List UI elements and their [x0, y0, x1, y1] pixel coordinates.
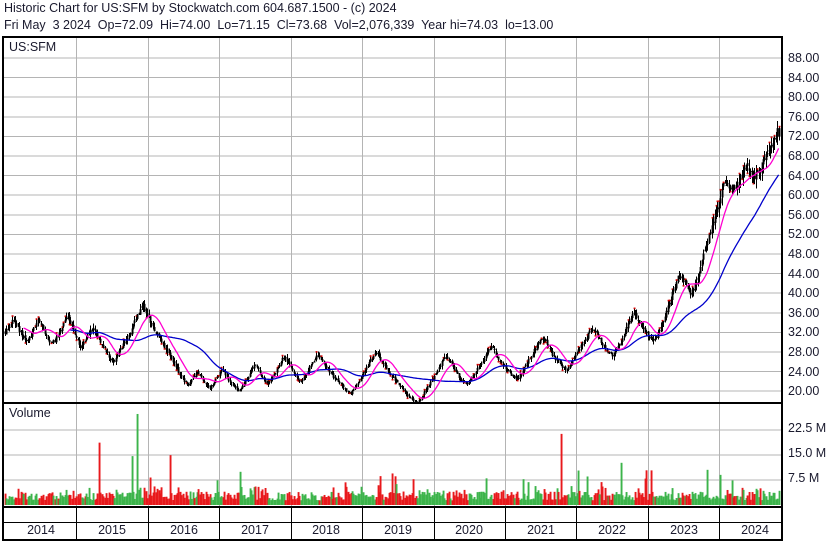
price-axis-tick: 88.00: [788, 51, 820, 65]
year-label: 2019: [384, 523, 412, 537]
ticker-label: US:SFM: [9, 40, 57, 54]
volume-axis-tick: 7.5 M: [788, 471, 820, 485]
year-label: 2023: [670, 523, 698, 537]
year-separator: [505, 508, 506, 539]
chart-title-line: Historic Chart for US:SFM by Stockwatch.…: [4, 1, 397, 15]
year-separator: [291, 508, 292, 539]
year-label: 2020: [455, 523, 483, 537]
price-axis-tick: 32.00: [788, 325, 820, 340]
year-separator: [362, 508, 363, 539]
price-axis-tick: 24.00: [788, 364, 820, 379]
price-axis-tick: 64.00: [788, 168, 820, 183]
price-axis-tick: 20.00: [788, 384, 820, 399]
volume-plot: [4, 404, 781, 506]
price-axis-tick: 68.00: [788, 149, 820, 163]
price-plot: [4, 38, 781, 402]
year-label: 2021: [527, 523, 555, 537]
volume-axis-tick: 15.0 M: [788, 446, 827, 460]
year-separator: [648, 508, 649, 539]
year-separator: [148, 508, 149, 539]
year-axis-inner: 2014 2015 2016 2017 2018 2019 2020 2021 2022 2023…: [4, 508, 781, 539]
year-label: 2016: [170, 523, 198, 537]
price-axis: 88.00 84.00 80.00 76.00 72.00 68.00 64.00 60.00…: [788, 36, 830, 400]
price-axis-tick: 84.00: [788, 70, 820, 85]
price-axis-tick: 60.00: [788, 188, 820, 203]
year-label: 2018: [312, 523, 340, 537]
year-label: 2024: [741, 523, 769, 537]
price-axis-tick: 56.00: [788, 207, 820, 222]
price-axis-tick: 72.00: [788, 129, 820, 144]
price-axis-tick: 44.00: [788, 266, 820, 281]
year-separator: [76, 508, 77, 539]
year-label: 2017: [241, 523, 269, 537]
year-separator: [576, 508, 577, 539]
year-axis: 2014 2015 2016 2017 2018 2019 2020 2021 2022 2023…: [2, 508, 783, 541]
year-label: 2015: [98, 523, 126, 537]
price-axis-tick: 52.00: [788, 227, 820, 242]
volume-axis-tick: 22.5 M: [788, 421, 827, 435]
chart-quote-line: Fri May 3 2024 Op=72.09 Hi=74.00 Lo=71.1…: [4, 18, 554, 32]
price-axis-tick: 76.00: [788, 109, 820, 124]
year-separator: [219, 508, 220, 539]
year-label: 2014: [27, 523, 55, 537]
chart-header: Historic Chart for US:SFM by Stockwatch.…: [0, 0, 830, 34]
price-axis-tick: 80.00: [788, 90, 820, 105]
price-axis-tick: 28.00: [788, 345, 820, 359]
price-axis-tick: 48.00: [788, 247, 820, 261]
volume-label: Volume: [9, 406, 51, 420]
price-axis-tick: 40.00: [788, 286, 820, 301]
panel-divider: [4, 402, 781, 404]
price-axis-tick: 36.00: [788, 305, 820, 320]
year-label: 2022: [598, 523, 626, 537]
price-panel[interactable]: US:SFM: [4, 38, 781, 402]
year-separator: [434, 508, 435, 539]
volume-axis: 22.5 M 15.0 M 7.5 M: [788, 402, 830, 508]
year-separator: [719, 508, 720, 539]
chart-frame: US:SFM Volume: [2, 36, 783, 508]
year-axis-midline: [4, 522, 781, 523]
volume-panel[interactable]: Volume: [4, 404, 781, 506]
